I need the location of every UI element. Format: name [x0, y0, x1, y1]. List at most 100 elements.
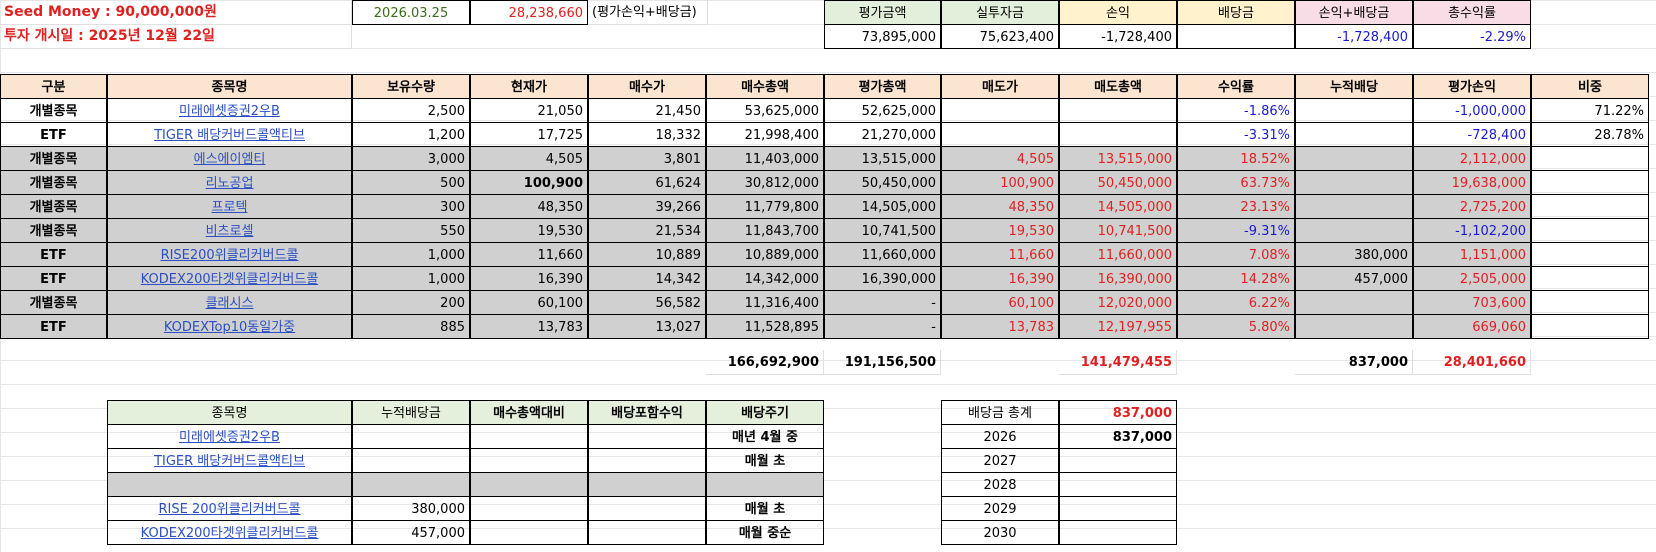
- cell-buy[interactable]: 61,624: [588, 170, 706, 195]
- date-cell[interactable]: 2026.03.25: [352, 0, 470, 25]
- year-dividend-cell[interactable]: [1059, 520, 1177, 545]
- cell-buy-total[interactable]: 11,528,895: [706, 314, 824, 339]
- div-cell-incl[interactable]: [588, 424, 706, 449]
- div-cell-cycle[interactable]: 매월 중순: [706, 520, 824, 545]
- cell-qty[interactable]: 550: [352, 218, 470, 243]
- div-col-cycle[interactable]: 배당주기: [706, 400, 824, 425]
- div-cell-name[interactable]: 미래에셋증권2우B: [107, 424, 352, 449]
- cell-cur[interactable]: 21,050: [470, 98, 588, 123]
- cell-sell[interactable]: 19,530: [941, 218, 1059, 243]
- cell-type[interactable]: ETF: [0, 242, 107, 267]
- cell-buy-total[interactable]: 53,625,000: [706, 98, 824, 123]
- cell-pl[interactable]: -1,102,200: [1413, 218, 1531, 243]
- cell-name[interactable]: 클래시스: [107, 290, 352, 315]
- cell-buy-total[interactable]: 11,843,700: [706, 218, 824, 243]
- cell-buy[interactable]: 14,342: [588, 266, 706, 291]
- cell-cur[interactable]: 11,660: [470, 242, 588, 267]
- cell-pl[interactable]: 19,638,000: [1413, 170, 1531, 195]
- cell-weight[interactable]: 28.78%: [1531, 122, 1649, 147]
- cell-buy-total[interactable]: 21,998,400: [706, 122, 824, 147]
- cell-sell-total[interactable]: 16,390,000: [1059, 266, 1177, 291]
- col-dividend[interactable]: 누적배당: [1295, 74, 1413, 99]
- cell-sell[interactable]: 4,505: [941, 146, 1059, 171]
- cell-eval-total[interactable]: 14,505,000: [824, 194, 941, 219]
- hdr-eval-amount[interactable]: 평가금액: [824, 0, 941, 25]
- cell-qty[interactable]: 3,000: [352, 146, 470, 171]
- div-cell-incl[interactable]: [588, 448, 706, 473]
- cell-sell[interactable]: 13,783: [941, 314, 1059, 339]
- cell-weight[interactable]: [1531, 266, 1649, 291]
- cell-pl[interactable]: -1,000,000: [1413, 98, 1531, 123]
- cell-buy-total[interactable]: 11,316,400: [706, 290, 824, 315]
- total-eval[interactable]: 191,156,500: [824, 350, 941, 375]
- cell-cur[interactable]: 16,390: [470, 266, 588, 291]
- col-name[interactable]: 종목명: [107, 74, 352, 99]
- cell-weight[interactable]: 71.22%: [1531, 98, 1649, 123]
- cell-name[interactable]: 프로텍: [107, 194, 352, 219]
- col-sell[interactable]: 매도가: [941, 74, 1059, 99]
- cell-dividend[interactable]: [1295, 170, 1413, 195]
- cell-type[interactable]: 개별종목: [0, 218, 107, 243]
- div-total-value[interactable]: 837,000: [1059, 400, 1177, 425]
- cell-eval-total[interactable]: -: [824, 290, 941, 315]
- seed-money-label[interactable]: Seed Money : 90,000,000원: [0, 0, 352, 25]
- div-total-label[interactable]: 배당금 총계: [941, 400, 1059, 425]
- cell-buy-total[interactable]: 10,889,000: [706, 242, 824, 267]
- cell-cur[interactable]: 4,505: [470, 146, 588, 171]
- cell-qty[interactable]: 300: [352, 194, 470, 219]
- col-buy[interactable]: 매수가: [588, 74, 706, 99]
- total-sell[interactable]: 141,479,455: [1059, 350, 1177, 375]
- div-cell-ratio[interactable]: [470, 520, 588, 545]
- val-profit[interactable]: -1,728,400: [1059, 24, 1177, 49]
- div-cell-ratio[interactable]: [470, 472, 588, 497]
- div-cell-name[interactable]: [107, 472, 352, 497]
- cell-sell[interactable]: 60,100: [941, 290, 1059, 315]
- cell-return[interactable]: 63.73%: [1177, 170, 1295, 195]
- div-cell-amount[interactable]: [352, 472, 470, 497]
- cell-dividend[interactable]: [1295, 290, 1413, 315]
- cell-pl[interactable]: 669,060: [1413, 314, 1531, 339]
- cell-pl[interactable]: 1,151,000: [1413, 242, 1531, 267]
- cell-eval-total[interactable]: 11,660,000: [824, 242, 941, 267]
- cell-return[interactable]: -3.31%: [1177, 122, 1295, 147]
- cell-return[interactable]: 7.08%: [1177, 242, 1295, 267]
- div-col-incl[interactable]: 배당포함수익: [588, 400, 706, 425]
- cell-type[interactable]: ETF: [0, 266, 107, 291]
- cell-qty[interactable]: 1,000: [352, 242, 470, 267]
- cell-buy-total[interactable]: 11,779,800: [706, 194, 824, 219]
- cell-weight[interactable]: [1531, 290, 1649, 315]
- cell-buy[interactable]: 39,266: [588, 194, 706, 219]
- cell-buy[interactable]: 56,582: [588, 290, 706, 315]
- cell-pl[interactable]: -728,400: [1413, 122, 1531, 147]
- cell-sell[interactable]: 100,900: [941, 170, 1059, 195]
- start-date-label[interactable]: 투자 개시일 : 2025년 12월 22일: [0, 24, 352, 49]
- cell-sell-total[interactable]: 13,515,000: [1059, 146, 1177, 171]
- div-cell-cycle[interactable]: 매월 초: [706, 448, 824, 473]
- div-cell-cycle[interactable]: 매월 초: [706, 496, 824, 521]
- cell-return[interactable]: -9.31%: [1177, 218, 1295, 243]
- cell-buy-total[interactable]: 30,812,000: [706, 170, 824, 195]
- cell-sell-total[interactable]: [1059, 98, 1177, 123]
- div-col-name[interactable]: 종목명: [107, 400, 352, 425]
- col-return[interactable]: 수익률: [1177, 74, 1295, 99]
- cell-return[interactable]: 23.13%: [1177, 194, 1295, 219]
- val-real-invest[interactable]: 75,623,400: [941, 24, 1059, 49]
- cell-type[interactable]: 개별종목: [0, 98, 107, 123]
- year-dividend-cell[interactable]: 837,000: [1059, 424, 1177, 449]
- div-cell-name[interactable]: TIGER 배당커버드콜액티브: [107, 448, 352, 473]
- col-sell-total[interactable]: 매도총액: [1059, 74, 1177, 99]
- total-buy[interactable]: 166,692,900: [706, 350, 824, 375]
- cell-sell-total[interactable]: 14,505,000: [1059, 194, 1177, 219]
- year-cell[interactable]: 2028: [941, 472, 1059, 497]
- col-pl[interactable]: 평가손익: [1413, 74, 1531, 99]
- hdr-profit-dividend[interactable]: 손익+배당금: [1295, 0, 1413, 25]
- cell-cur[interactable]: 100,900: [470, 170, 588, 195]
- cell-dividend[interactable]: 380,000: [1295, 242, 1413, 267]
- div-cell-cycle[interactable]: 매년 4월 중: [706, 424, 824, 449]
- cell-eval-total[interactable]: 21,270,000: [824, 122, 941, 147]
- div-cell-ratio[interactable]: [470, 448, 588, 473]
- div-cell-amount[interactable]: 380,000: [352, 496, 470, 521]
- cell-weight[interactable]: [1531, 146, 1649, 171]
- cell-dividend[interactable]: [1295, 194, 1413, 219]
- cell-pl[interactable]: 2,725,200: [1413, 194, 1531, 219]
